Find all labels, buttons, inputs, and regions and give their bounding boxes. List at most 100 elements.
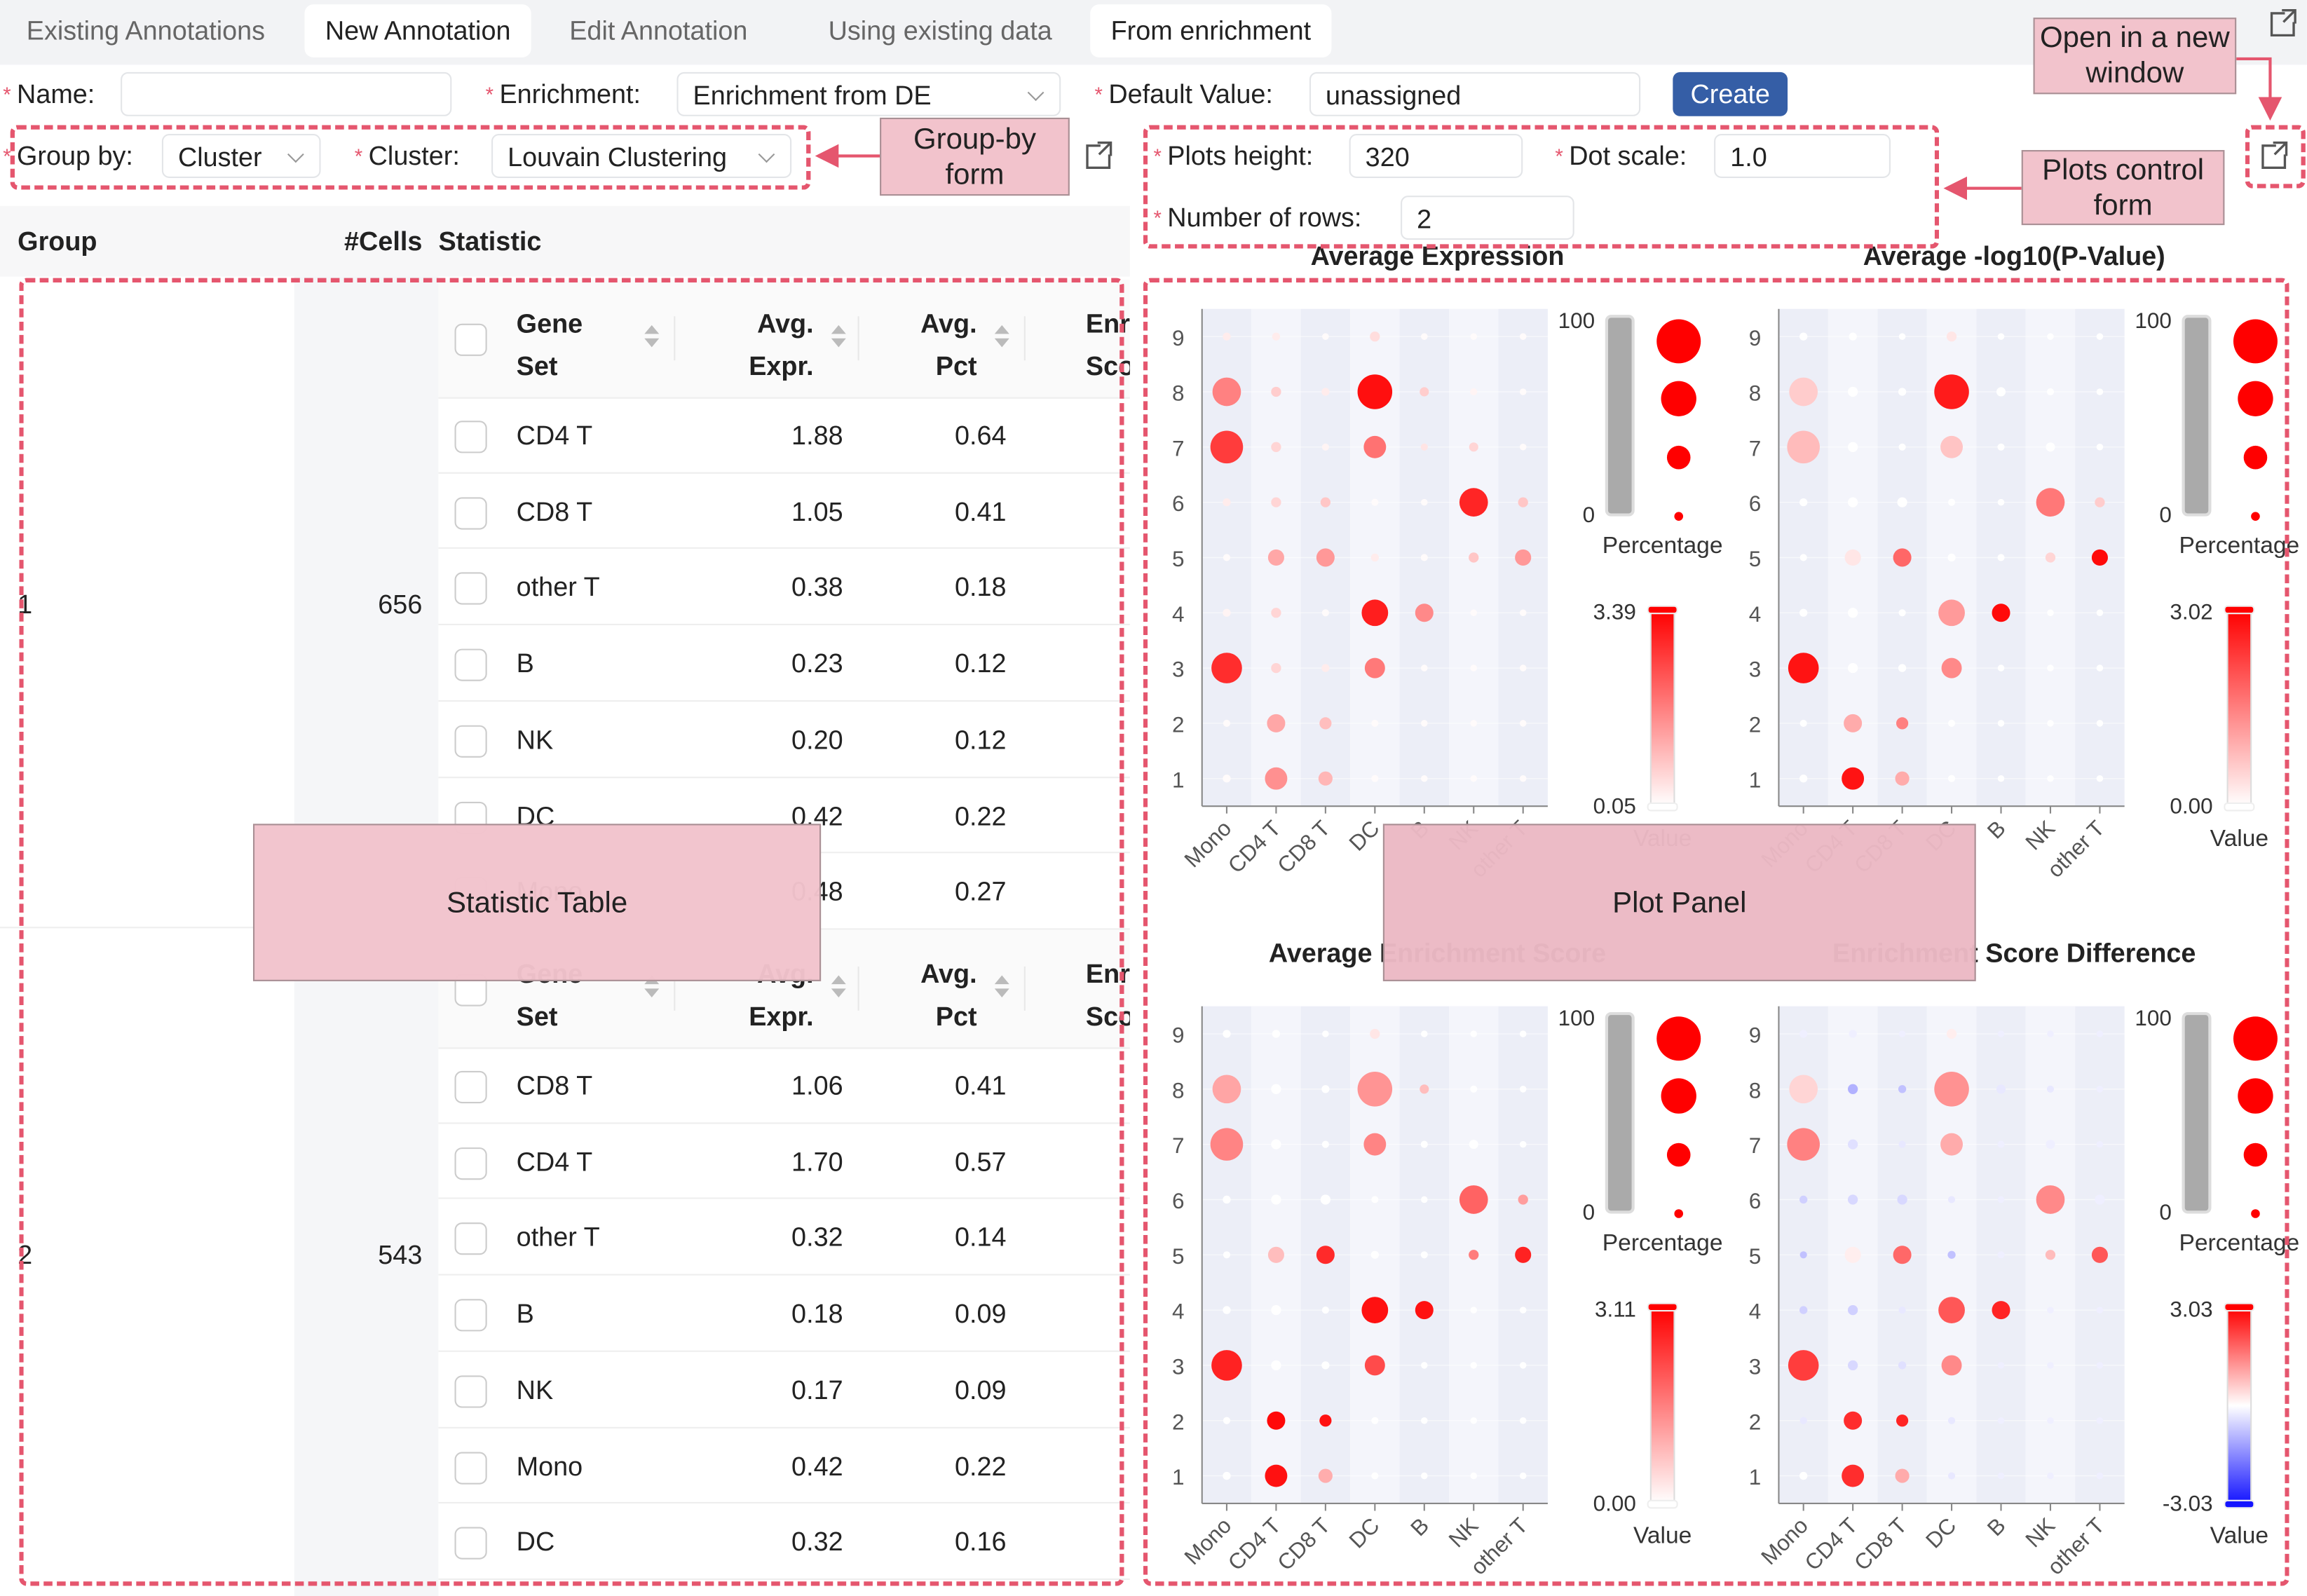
dot <box>1997 1251 2005 1259</box>
dot <box>1316 1246 1335 1264</box>
dot <box>1519 388 1527 395</box>
checkbox <box>454 1070 487 1104</box>
dot <box>1470 1030 1478 1037</box>
dot <box>1789 1075 1818 1104</box>
dot <box>1947 553 1956 562</box>
dot <box>1271 497 1281 507</box>
enrichment-select[interactable]: Enrichment from DE <box>676 71 1061 116</box>
avg-expr: 0.20 <box>791 725 843 755</box>
dot <box>1272 332 1281 341</box>
dot <box>1947 1417 1956 1424</box>
dot <box>1848 608 1858 618</box>
label: Dot scale: <box>1569 141 1687 171</box>
dot <box>1469 442 1478 452</box>
dot <box>2095 1194 2105 1205</box>
dot <box>2091 1246 2108 1263</box>
dot <box>1421 1030 1428 1037</box>
create-button[interactable]: Create <box>1673 71 1788 116</box>
legend-dot <box>2251 512 2260 521</box>
dot <box>1223 1306 1231 1314</box>
dot <box>1470 1307 1478 1314</box>
dot <box>1320 1194 1331 1205</box>
label: Name: <box>17 79 95 109</box>
gene-set: CD4 T <box>516 421 593 451</box>
dot <box>1470 775 1478 782</box>
tab[interactable]: Existing Annotations <box>26 16 266 46</box>
rows-input[interactable]: 2 <box>1401 196 1574 240</box>
dot <box>2091 549 2108 566</box>
dot <box>1848 1139 1858 1150</box>
y-tick-label: 9 <box>1172 326 1185 350</box>
tab[interactable]: From enrichment <box>1090 4 1332 57</box>
required-mark: * <box>1094 82 1103 107</box>
dot <box>2096 388 2104 395</box>
legend-label: 0.00 <box>1593 1491 1636 1515</box>
dot <box>1519 1086 1527 1093</box>
avg-pct: 0.14 <box>955 1222 1007 1253</box>
gene-set: Mono <box>516 1451 583 1481</box>
legend-label: 100 <box>1558 1006 1595 1030</box>
default-input[interactable]: unassigned <box>1309 71 1641 116</box>
column-header: Avg. Pct <box>920 959 977 1032</box>
sort-icon <box>831 975 846 985</box>
dot <box>1898 1140 1906 1148</box>
legend-dot <box>1666 445 1691 470</box>
cluster-select[interactable]: Louvain Clustering <box>491 133 792 178</box>
dot <box>1421 720 1428 727</box>
row-divider <box>438 472 1130 474</box>
legend-title: Percentage <box>1602 1230 1723 1256</box>
dot <box>1321 1361 1330 1370</box>
y-tick-label: 2 <box>1172 713 1185 737</box>
avg-expr: 1.88 <box>791 421 843 451</box>
legend-label: 0.00 <box>2170 794 2212 819</box>
dot <box>1223 775 1231 783</box>
column-divider <box>674 966 676 1011</box>
column-divider <box>1023 316 1026 361</box>
dot <box>1898 609 1906 617</box>
dot <box>2096 775 2104 782</box>
tab[interactable]: Edit Annotation <box>569 16 748 46</box>
dot <box>1799 554 1807 561</box>
legend-label: 3.39 <box>1593 600 1636 625</box>
dot <box>1849 332 1857 341</box>
dot <box>1799 1030 1808 1038</box>
dot-scale-input[interactable]: 1.0 <box>1714 133 1891 178</box>
field-label: * Plots height: <box>1153 132 1313 179</box>
name-input[interactable] <box>121 71 452 116</box>
cell-count: 656 <box>378 589 423 620</box>
dot <box>1469 552 1479 563</box>
dot <box>1789 377 1818 407</box>
dot <box>1997 1140 2005 1148</box>
annotation: Plot Panel <box>1382 824 1976 981</box>
tab[interactable]: Using existing data <box>828 16 1052 46</box>
legend-label: 0 <box>1583 1200 1595 1225</box>
y-tick-label: 4 <box>1749 602 1762 627</box>
dot <box>1934 374 1969 409</box>
dot <box>1938 1297 1965 1323</box>
y-tick-label: 1 <box>1172 1465 1185 1489</box>
y-tick-label: 9 <box>1172 1023 1185 1048</box>
gene-set: NK <box>516 725 554 755</box>
dot <box>1364 657 1385 678</box>
dot <box>1947 719 1956 727</box>
dot <box>1223 1251 1231 1259</box>
dot <box>1519 333 1527 340</box>
dot <box>1267 549 1284 566</box>
tab[interactable]: New Annotation <box>304 4 531 57</box>
dot <box>2046 1085 2055 1093</box>
checkbox <box>454 1147 487 1180</box>
dot <box>1519 1417 1527 1424</box>
checkbox <box>454 323 487 356</box>
dot <box>1223 1471 1231 1480</box>
legend-dot <box>2243 1143 2268 1167</box>
y-tick-label: 8 <box>1172 1078 1185 1103</box>
dot <box>1415 603 1434 622</box>
dot <box>1211 653 1242 683</box>
legend-label: 0 <box>2159 1200 2172 1225</box>
dot <box>1420 443 1428 451</box>
dot <box>1898 333 1906 340</box>
height-input[interactable]: 320 <box>1349 133 1523 178</box>
y-tick-label: 9 <box>1749 326 1762 350</box>
group-by-select[interactable]: Cluster <box>161 133 321 178</box>
